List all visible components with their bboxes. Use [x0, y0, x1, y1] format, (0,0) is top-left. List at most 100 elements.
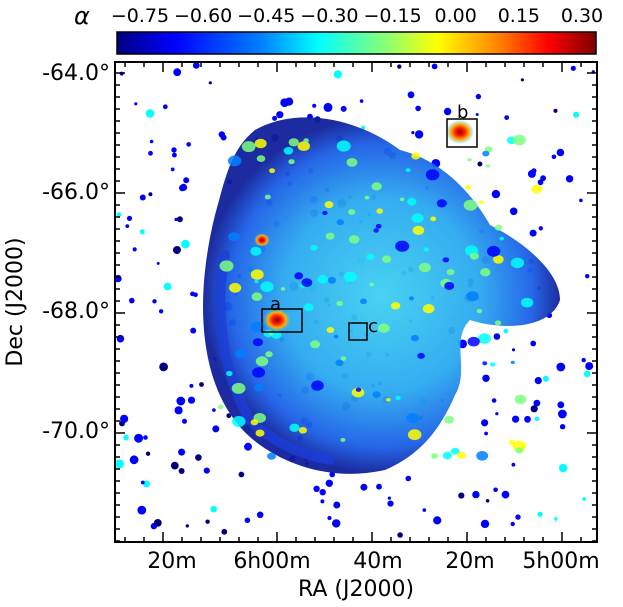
y-tick-label: -66.0° — [42, 180, 110, 205]
emission-knot — [494, 320, 502, 326]
speckle — [570, 65, 576, 71]
speckle — [533, 399, 541, 407]
speckle — [458, 492, 465, 499]
speckle — [272, 115, 278, 121]
region-label-a: a — [270, 294, 281, 315]
plot-area: a b c — [114, 61, 598, 543]
emission-knot — [254, 383, 264, 392]
emission-knot — [251, 292, 263, 302]
speckle — [149, 139, 154, 144]
speckle — [143, 480, 150, 488]
emission-knot — [250, 321, 265, 333]
emission-knot — [364, 195, 370, 200]
speckle — [485, 499, 490, 503]
speckle — [511, 462, 516, 467]
emission-knot — [372, 391, 381, 398]
spectral-index-image — [115, 62, 595, 538]
emission-knot — [310, 340, 321, 349]
emission-knot — [515, 447, 524, 454]
emission-knot — [298, 427, 307, 434]
speckle — [443, 107, 452, 116]
emission-knot — [250, 246, 262, 256]
speckle — [244, 517, 251, 524]
y-tick-label: -64.0° — [42, 61, 110, 86]
emission-knot — [283, 147, 294, 155]
emission-knot — [310, 244, 318, 251]
emission-knot — [411, 213, 424, 223]
y-tick-label: -68.0° — [42, 299, 110, 324]
emission-knot — [423, 247, 430, 252]
speckle — [323, 102, 333, 112]
emission-knot — [226, 370, 233, 377]
speckle — [387, 500, 394, 507]
emission-knot — [228, 232, 240, 242]
hot-spot-b — [446, 120, 474, 144]
speckle — [156, 261, 160, 265]
speckle — [185, 524, 189, 528]
speckle — [325, 479, 333, 487]
emission-knot — [382, 255, 392, 263]
speckle — [173, 68, 182, 77]
speckle — [192, 62, 200, 69]
speckle — [208, 81, 212, 85]
speckle — [482, 374, 490, 382]
speckle — [559, 424, 566, 430]
emission-knot — [499, 236, 505, 241]
emission-knot — [419, 262, 431, 273]
speckle — [148, 150, 153, 156]
emission-knot — [346, 158, 358, 167]
emission-knot — [395, 240, 410, 252]
speckle — [115, 459, 124, 469]
speckle — [199, 382, 204, 387]
speckle — [145, 451, 151, 456]
emission-knot — [336, 300, 344, 307]
speckle — [422, 508, 427, 512]
emission-knot — [254, 138, 267, 149]
speckle — [407, 91, 415, 99]
x-tick-label: 5h00m — [522, 549, 599, 574]
emission-knot — [229, 282, 242, 293]
emission-knot — [486, 245, 501, 257]
speckle — [116, 334, 125, 343]
speckle — [585, 274, 590, 279]
emission-knot — [444, 281, 455, 290]
emission-knot — [288, 159, 295, 165]
speckle — [558, 463, 568, 473]
speckle — [162, 104, 168, 110]
speckle — [256, 511, 264, 519]
speckle — [511, 415, 520, 423]
emission-knot — [476, 451, 489, 461]
speckle — [530, 340, 537, 347]
speckle — [530, 405, 538, 413]
emission-knot — [390, 302, 401, 310]
emission-knot — [369, 282, 374, 287]
emission-knot — [269, 168, 276, 174]
speckle — [534, 416, 540, 422]
colorbar-tick-label: −0.30 — [300, 5, 358, 27]
emission-knot — [442, 451, 453, 460]
speckle — [143, 435, 148, 440]
region-label-b: b — [457, 102, 468, 123]
emission-knot — [303, 303, 314, 312]
speckle — [558, 409, 567, 419]
speckle — [163, 282, 172, 291]
speckle — [176, 216, 183, 223]
speckle — [583, 370, 591, 378]
colorbar-tick-label: 0.30 — [561, 5, 603, 27]
emission-knot — [252, 338, 263, 347]
speckle — [123, 434, 129, 441]
speckle — [171, 147, 177, 153]
emission-knot — [456, 451, 466, 459]
speckle — [174, 217, 178, 222]
speckle — [495, 412, 499, 416]
emission-knot — [431, 453, 439, 459]
emission-knot — [288, 138, 299, 147]
emission-knot — [442, 257, 450, 263]
plot-frame — [114, 61, 598, 543]
emission-knot — [335, 359, 344, 367]
emission-knot — [493, 255, 504, 264]
emission-knot — [469, 252, 479, 260]
emission-knot — [371, 182, 382, 191]
speckle — [387, 496, 391, 500]
speckle — [125, 224, 130, 229]
